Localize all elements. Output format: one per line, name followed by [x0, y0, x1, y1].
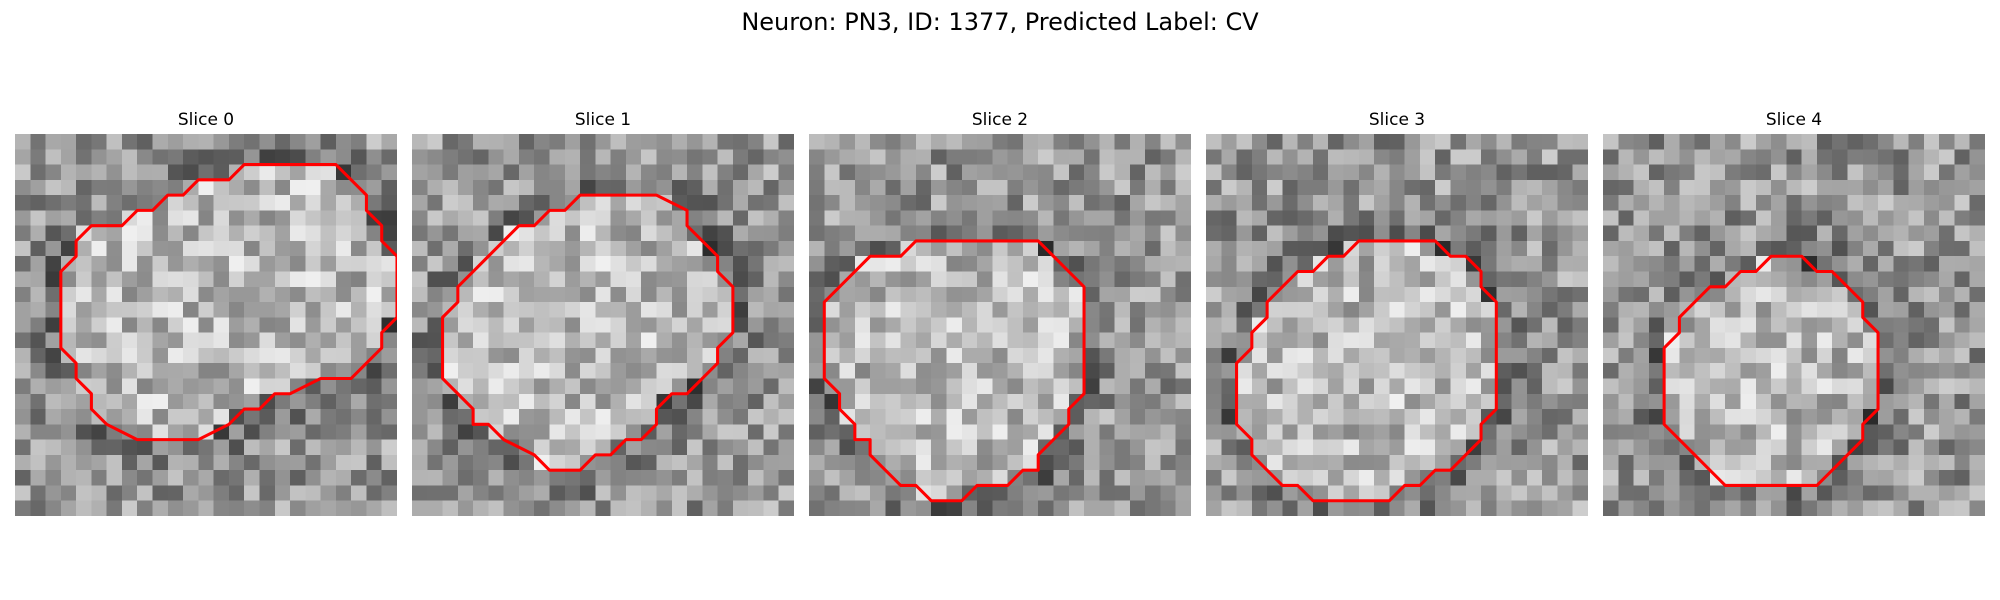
slice-title: Slice 1 [574, 110, 632, 130]
slice-image [1206, 134, 1588, 516]
segmentation-contour [1235, 239, 1498, 503]
pixel-grid [1206, 134, 1588, 516]
figure-title: Neuron: PN3, ID: 1377, Predicted Label: … [741, 8, 1259, 36]
slice-image [1603, 134, 1985, 516]
pixel-grid [15, 134, 397, 516]
pixel-grid [1603, 134, 1985, 516]
segmentation-contour [59, 163, 397, 442]
slice-image [15, 134, 397, 516]
slice-title: Slice 4 [1765, 110, 1823, 130]
slice-title: Slice 0 [177, 110, 235, 130]
segmentation-contour [1662, 254, 1880, 487]
pixel-grid [809, 134, 1191, 516]
slice-image [412, 134, 794, 516]
pixel-grid [412, 134, 794, 516]
segmentation-contour [822, 239, 1086, 503]
segmentation-contour [441, 193, 735, 472]
slice-image [809, 134, 1191, 516]
slice-title: Slice 2 [971, 110, 1029, 130]
slice-title: Slice 3 [1368, 110, 1426, 130]
